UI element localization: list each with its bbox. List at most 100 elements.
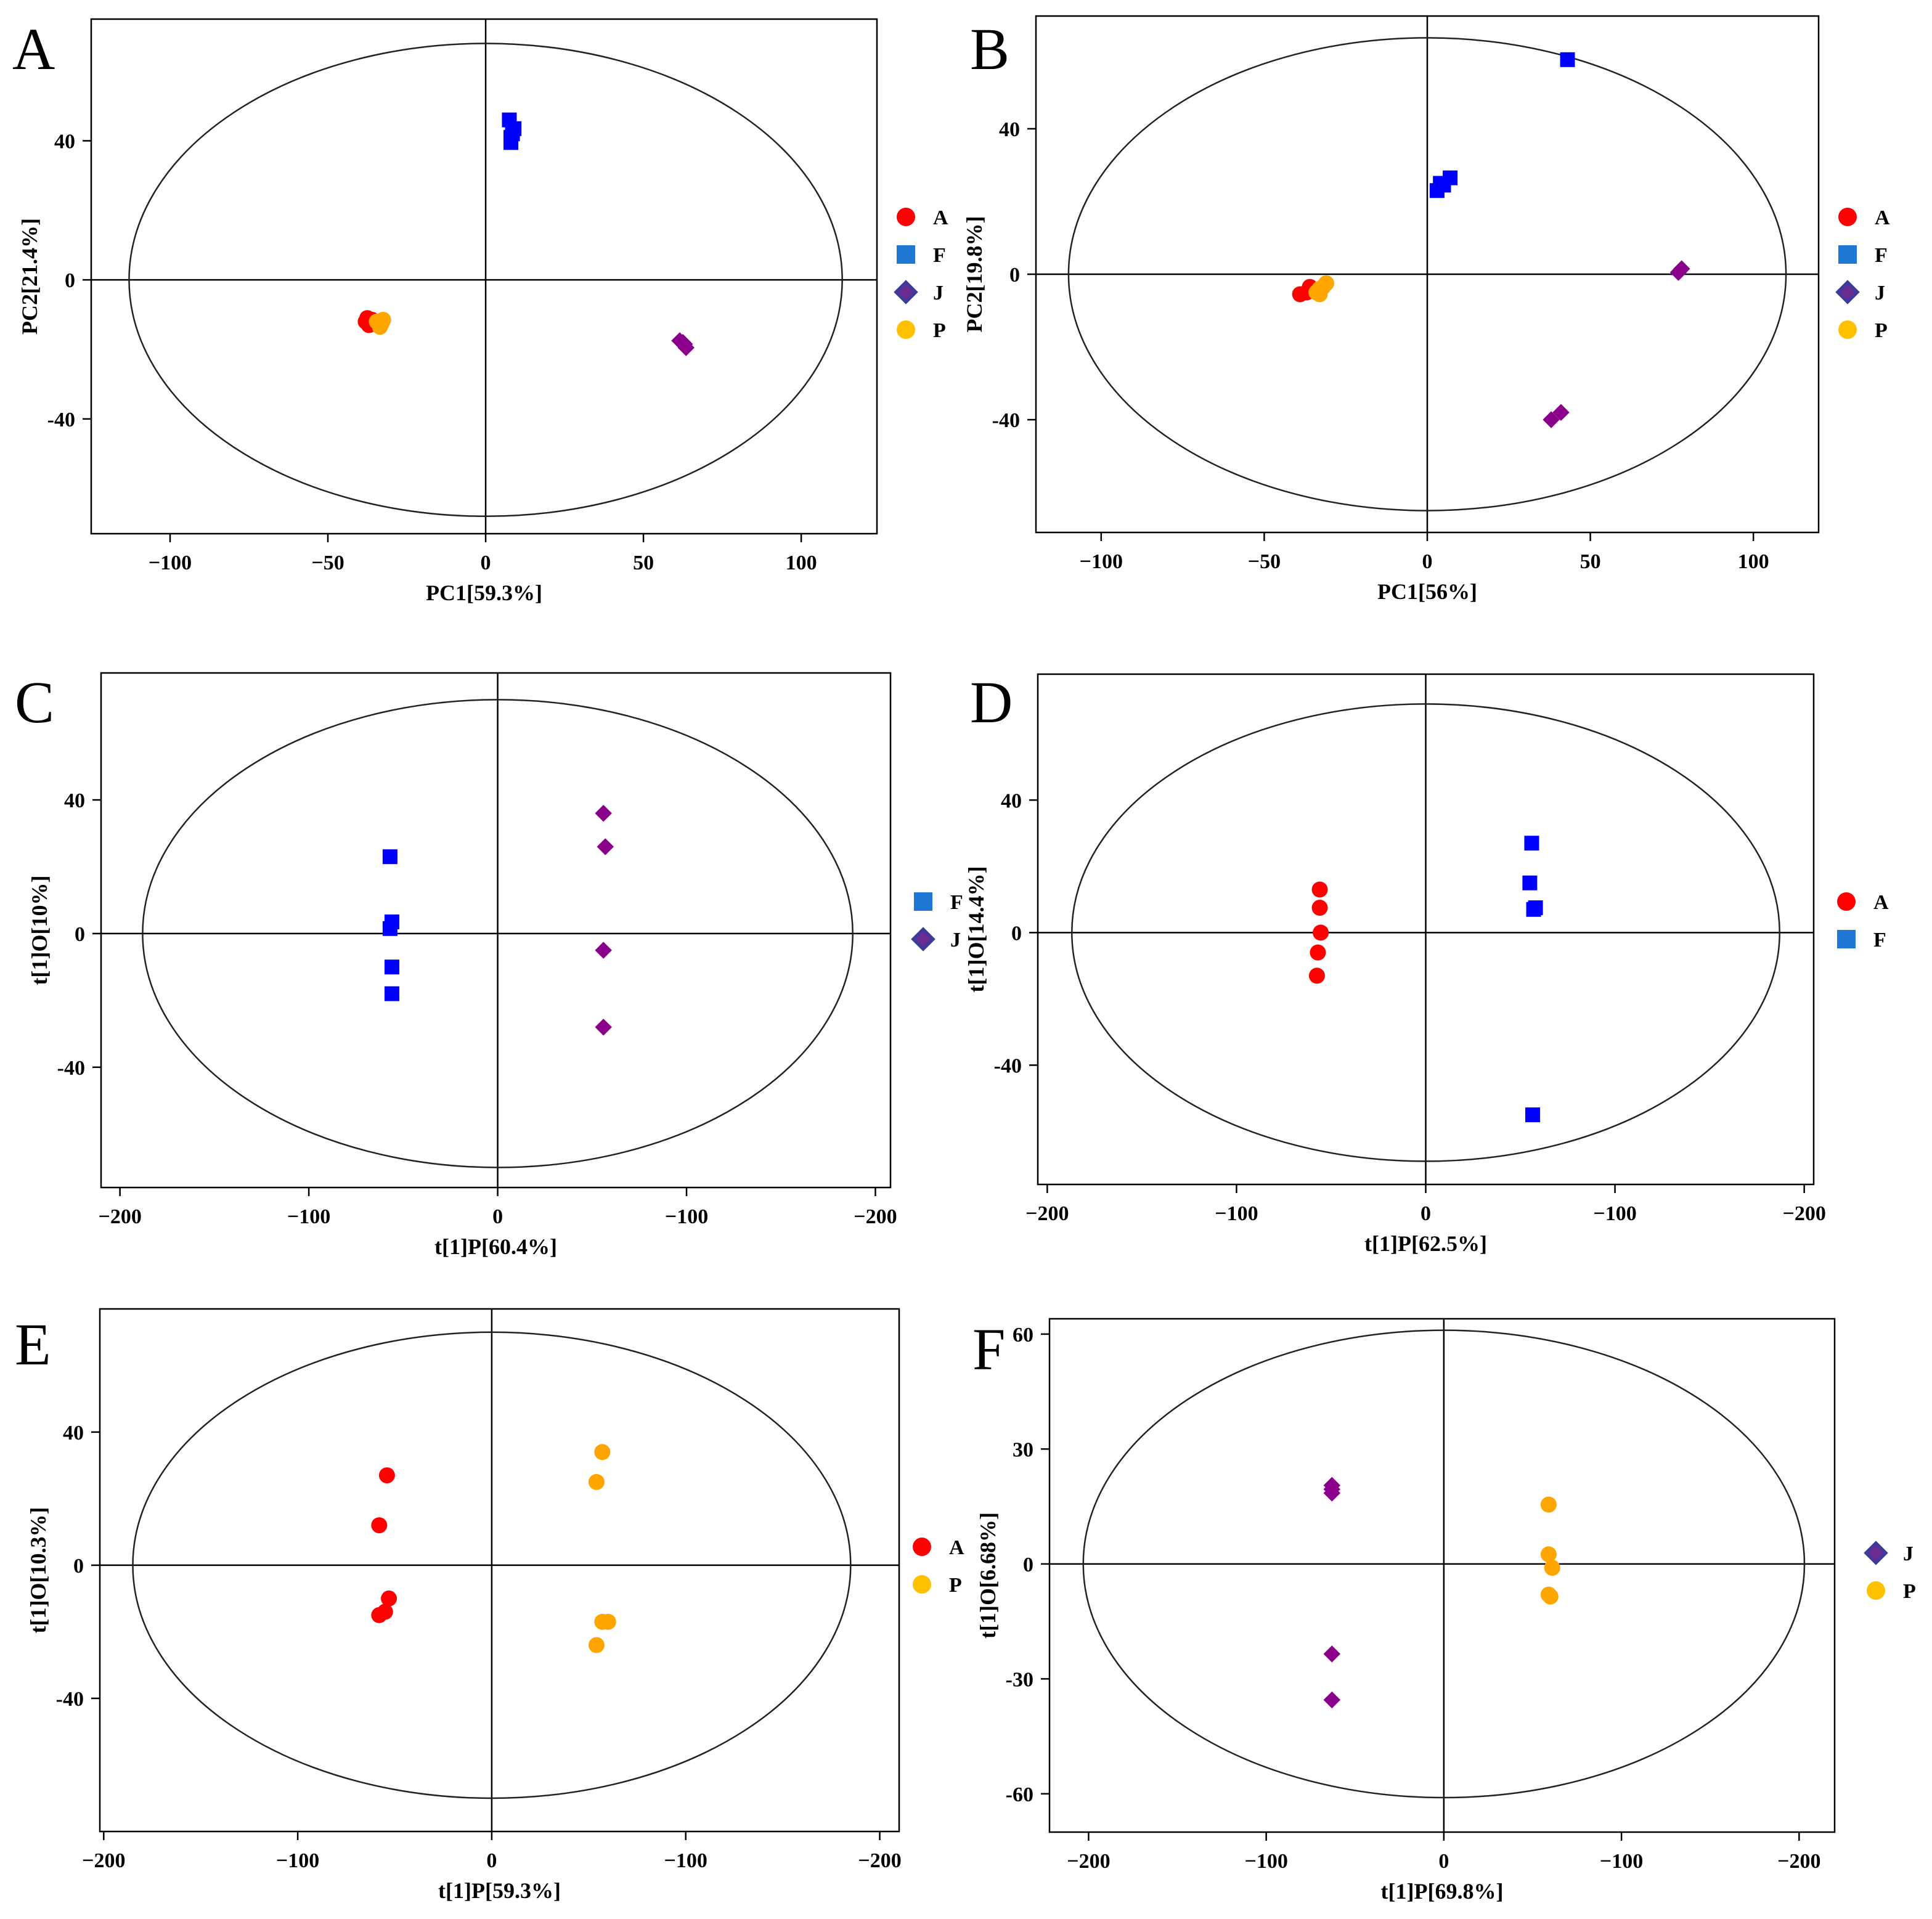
- data-point-A: [371, 1607, 388, 1623]
- x-axis-title: t[1]P[69.8%]: [1381, 1879, 1504, 1904]
- y-tick-label: 60: [1013, 1324, 1033, 1347]
- legend-marker-P: [913, 1575, 931, 1594]
- plot-frame: [100, 672, 892, 1189]
- legend-label-A: A: [949, 1536, 964, 1559]
- x-tick-label: 100: [1738, 550, 1769, 573]
- y-tick-label: 0: [1011, 922, 1022, 945]
- data-point-A: [1311, 881, 1328, 898]
- panel-letter: E: [15, 1311, 51, 1377]
- legend-label-P: P: [1903, 1580, 1916, 1603]
- data-point-P: [1544, 1560, 1560, 1576]
- legend-marker-F: [914, 892, 932, 911]
- y-tick-label: 30: [1013, 1438, 1033, 1461]
- panel-E: −200 −100 0 −100 −200 40 0 -40 t[1]P[59.3%] t[1]O…: [15, 1308, 964, 1903]
- data-point-F: [1525, 1107, 1540, 1123]
- legend-label-P: P: [933, 319, 946, 342]
- x-tick-label: 0: [486, 1849, 497, 1872]
- x-tick-label: −200: [854, 1205, 897, 1228]
- series-A: [371, 1467, 397, 1623]
- y-axis-title: t[1]O[10%]: [27, 876, 52, 985]
- x-tick-label: −200: [1782, 1202, 1825, 1225]
- y-axis-title: t[1]O[10.3%]: [26, 1507, 51, 1634]
- x-tick-label: 0: [492, 1205, 503, 1228]
- data-point-J: [1323, 1691, 1341, 1709]
- data-point-F: [1522, 875, 1538, 890]
- legend-marker-J: [911, 927, 935, 951]
- panel-letter: A: [12, 16, 55, 82]
- x-tick-label: −100: [664, 1849, 707, 1872]
- x-tick-label: −50: [311, 552, 344, 574]
- data-point-A: [378, 1467, 395, 1484]
- confidence-ellipse: [132, 1331, 852, 1799]
- legend-label-J: J: [1875, 282, 1885, 304]
- legend-marker-A: [1837, 892, 1856, 911]
- panel-C: −200 −100 0 −100 −200 40 0 -40 t[1]P[60.4%] t[1]O…: [15, 669, 963, 1259]
- legend-marker-J: [894, 280, 918, 304]
- legend-marker-J: [1835, 280, 1860, 304]
- x-axis-title: PC1[59.3%]: [426, 581, 542, 605]
- data-point-P: [1542, 1588, 1559, 1605]
- panel-A: −100 −50 0 50 100 40 0 -40 PC1[59.3%] PC2[21.4%] A…: [12, 16, 948, 605]
- legend-label-F: F: [950, 891, 963, 914]
- legend-marker-A: [913, 1538, 931, 1556]
- series-P: [1540, 1496, 1560, 1605]
- legend-label-J: J: [1903, 1542, 1914, 1565]
- legend: AF: [1837, 891, 1889, 951]
- legend-marker-F: [1838, 245, 1857, 264]
- legend-marker-A: [1838, 208, 1857, 226]
- data-point-F: [384, 960, 399, 975]
- data-point-A: [1313, 924, 1329, 941]
- data-point-J: [1673, 260, 1690, 277]
- panel-letter: F: [972, 1316, 1005, 1382]
- data-point-P: [1540, 1546, 1557, 1563]
- x-tick-label: 0: [1422, 550, 1433, 573]
- x-tick-label: −200: [82, 1849, 125, 1872]
- y-tick-label: 0: [1009, 264, 1020, 287]
- legend-marker-A: [897, 208, 915, 226]
- legend-label-A: A: [1873, 891, 1889, 914]
- data-point-J: [595, 1018, 612, 1036]
- x-tick-label: −100: [1593, 1202, 1636, 1225]
- confidence-ellipse: [1082, 1329, 1806, 1799]
- y-axis-title: t[1]O[14.4%]: [964, 866, 988, 993]
- data-point-J: [1552, 404, 1570, 422]
- data-point-F: [382, 849, 397, 865]
- legend-label-F: F: [933, 244, 946, 267]
- data-point-P: [588, 1473, 605, 1490]
- series-P: [588, 1444, 616, 1653]
- x-tick-label: −100: [276, 1849, 319, 1872]
- x-tick-label: 0: [481, 552, 491, 574]
- x-tick-label: −100: [287, 1205, 330, 1228]
- series-F: [1429, 52, 1575, 198]
- x-tick-label: −100: [1215, 1202, 1258, 1225]
- x-tick-label: −100: [1600, 1850, 1643, 1873]
- x-tick-label: −100: [1080, 550, 1123, 573]
- y-tick-label: -40: [57, 1057, 85, 1080]
- data-point-A: [381, 1590, 397, 1607]
- y-tick-label: 40: [63, 1422, 84, 1444]
- legend: FJ: [911, 891, 963, 951]
- x-tick-label: 100: [786, 552, 817, 574]
- series-A: [1308, 881, 1329, 984]
- data-point-F: [1524, 836, 1539, 851]
- x-tick-label: −100: [665, 1205, 708, 1228]
- legend-marker-F: [1837, 930, 1856, 948]
- legend-label-P: P: [1875, 319, 1888, 342]
- panel-letter: B: [970, 16, 1009, 82]
- y-tick-label: 40: [64, 789, 85, 812]
- x-tick-label: −200: [858, 1849, 901, 1872]
- legend: AP: [913, 1536, 964, 1597]
- series-J: [671, 332, 695, 356]
- y-tick-label: -40: [47, 409, 75, 431]
- legend-label-F: F: [1873, 929, 1886, 951]
- y-axis-title: PC2[21.4%]: [17, 218, 42, 335]
- panel-B: −100 −50 0 50 100 40 0 -40 PC1[56%] PC2[19.8%] B AF…: [962, 15, 1890, 604]
- data-point-J: [595, 942, 612, 959]
- data-point-F: [1436, 177, 1451, 193]
- y-axis-title: PC2[19.8%]: [962, 216, 987, 333]
- data-point-J: [595, 804, 612, 822]
- legend-marker-P: [897, 320, 915, 339]
- series-J: [595, 804, 614, 1036]
